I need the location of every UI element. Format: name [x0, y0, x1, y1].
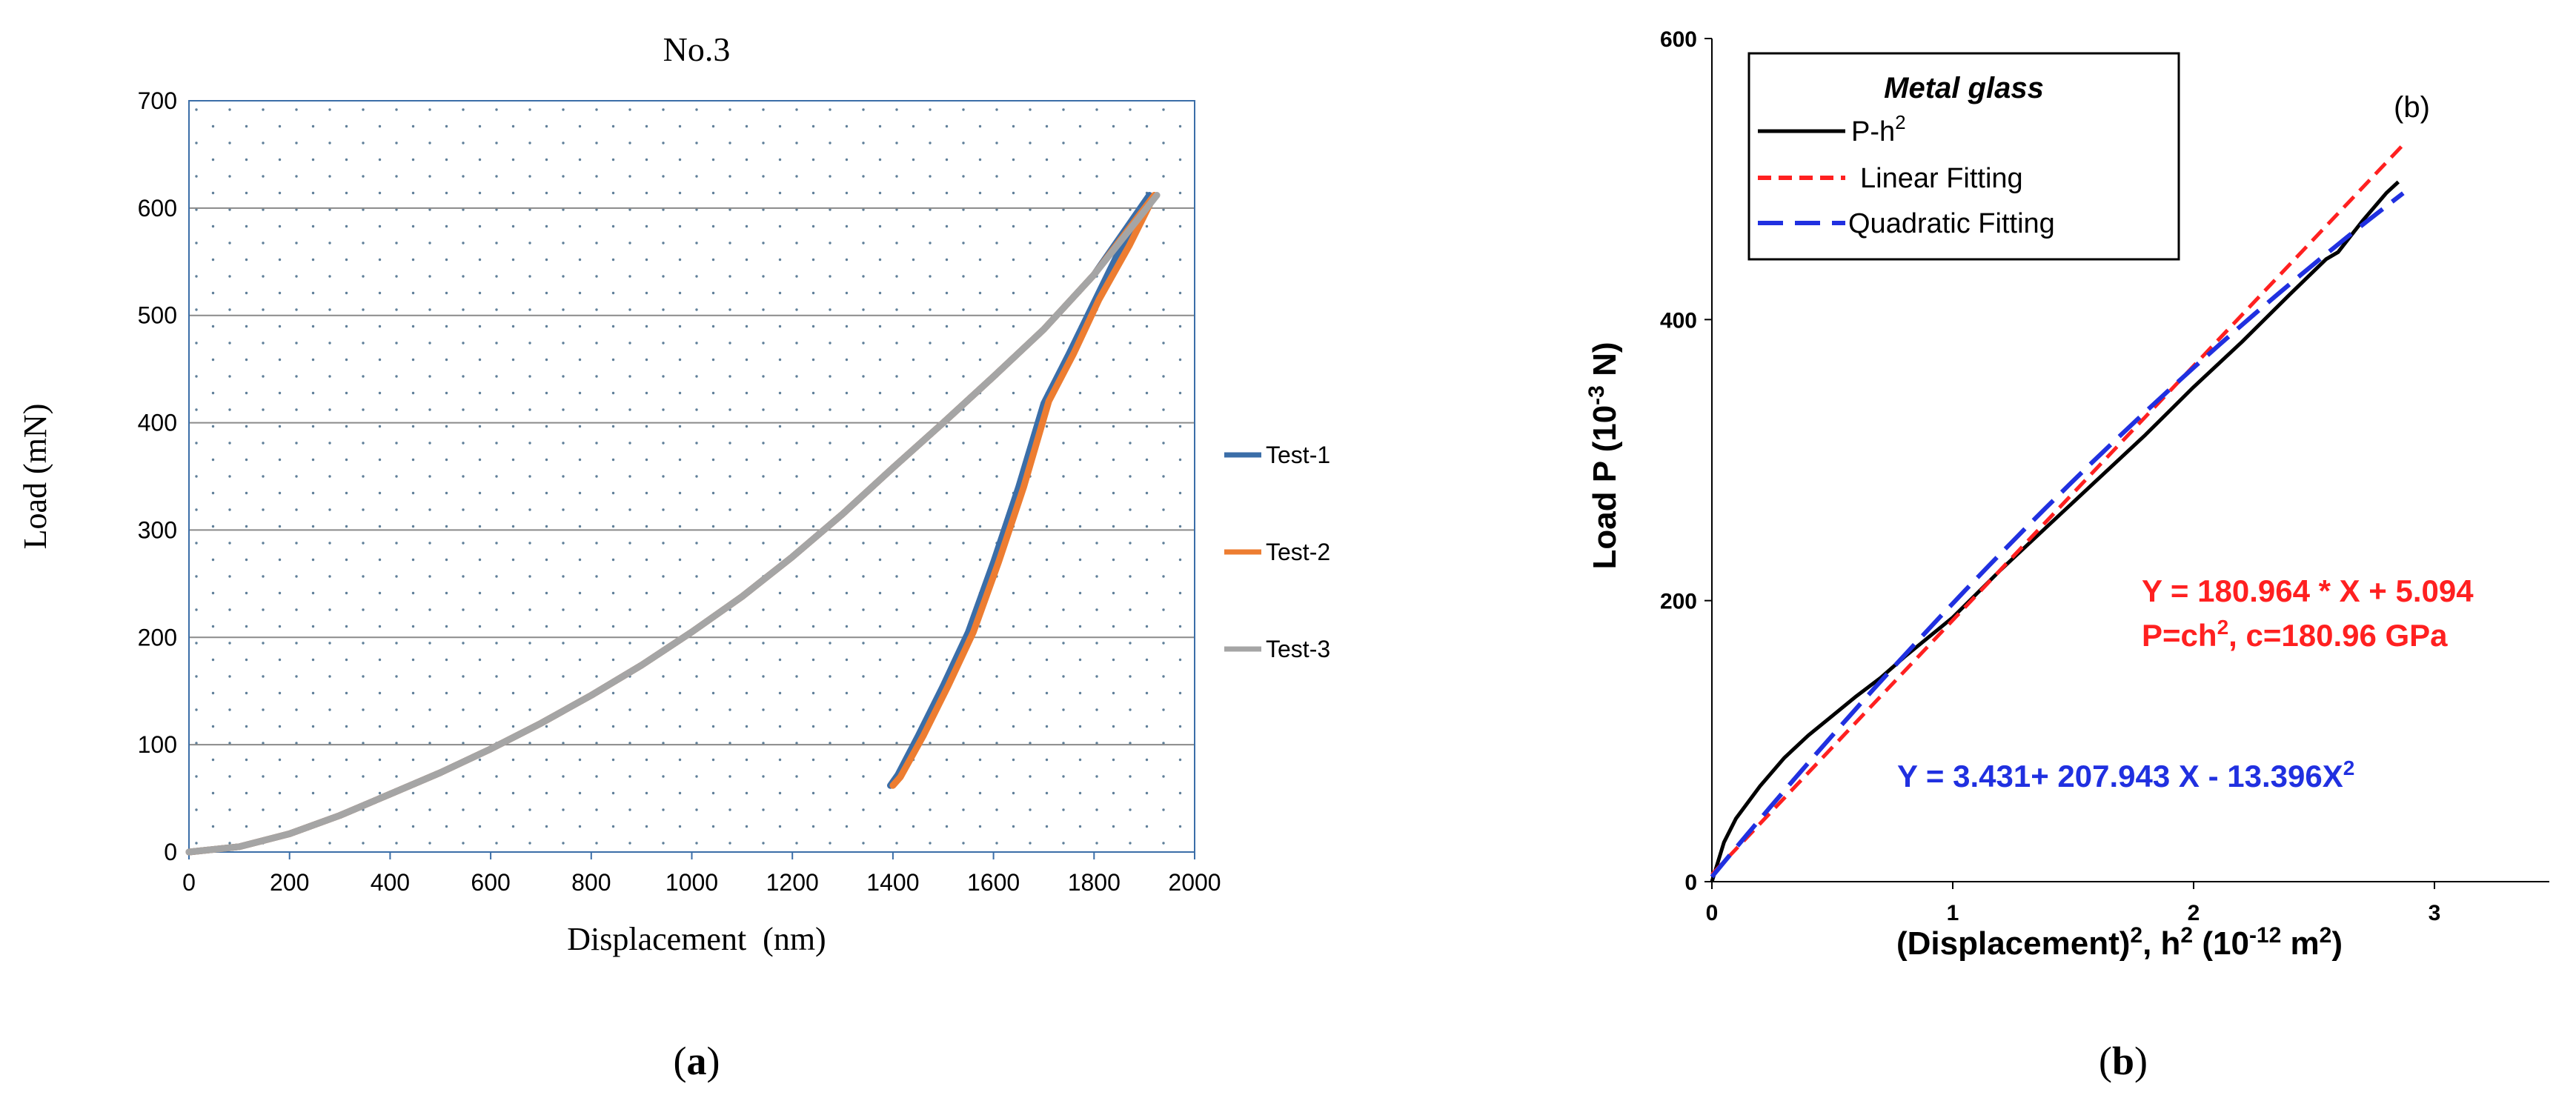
- panel-a-dot-pattern: [195, 108, 1182, 845]
- panel-b-y-tick-label: 400: [1660, 308, 1697, 333]
- panel-a-y-ticks: 0 100 200 300 400 500 600 700: [138, 87, 177, 865]
- panel-a-x-tick-label: 1600: [967, 869, 1020, 896]
- panel-a-legend-label: Test-3: [1266, 636, 1330, 662]
- legend-label-quadratic-fitting: Quadratic Fitting: [1848, 208, 2055, 239]
- legend-label-p-h2: P-h2: [1851, 111, 1906, 147]
- panel-a-x-tick-label: 600: [471, 869, 510, 896]
- quadratic-equation-annotation: Y = 3.431+ 207.943 X - 13.396X2: [1897, 756, 2354, 793]
- panel-a-plot-area: [189, 101, 1195, 852]
- panel-b-x-tick-label: 0: [1706, 901, 1719, 925]
- panel-b-tag: (b): [2394, 91, 2430, 124]
- panel-a-y-tick-label: 300: [138, 516, 177, 543]
- panel-a-y-tick-label: 100: [138, 731, 177, 758]
- panel-a-x-tick-label: 1000: [665, 869, 718, 896]
- panel-a-x-tick-label: 200: [270, 869, 309, 896]
- panel-b-x-axis-label: (Displacement)2, h2 (10-12 m2): [1896, 923, 2343, 962]
- panel-a-legend-label: Test-1: [1266, 442, 1330, 468]
- panel-a-x-tick-label: 400: [371, 869, 410, 896]
- panel-a-caption: (a): [674, 1039, 720, 1083]
- panel-a-y-axis-label: Load (mN): [17, 404, 53, 550]
- linear-parameter-annotation: P=ch2, c=180.96 GPa: [2142, 616, 2448, 653]
- panel-a-x-tick-label: 800: [571, 869, 611, 896]
- panel-b-x-tick-label: 3: [2429, 901, 2441, 925]
- panel-b-x-ticks: 0 1 2 3: [1706, 882, 2441, 925]
- panel-b: 0 200 400 600 0 1 2 3 Load P (10-3 N) (Displac…: [1584, 27, 2549, 1083]
- panel-b-legend-title: Metal glass: [1884, 72, 2044, 104]
- panel-a-x-tick-label: 1200: [766, 869, 819, 896]
- linear-equation-annotation: Y = 180.964 * X + 5.094: [2142, 573, 2474, 608]
- panel-a-y-tick-label: 200: [138, 624, 177, 651]
- panel-a: No.3 0 100 200 300 400 500 600 700 0 200 400 600 80…: [17, 30, 1330, 1083]
- panel-a-x-tick-label: 1800: [1068, 869, 1121, 896]
- panel-a-x-tick-label: 1400: [866, 869, 919, 896]
- panel-a-y-tick-label: 0: [164, 839, 177, 865]
- panel-a-y-tick-label: 600: [138, 195, 177, 222]
- panel-a-gridlines: [189, 207, 1195, 746]
- panel-b-x-tick-label: 2: [2188, 901, 2200, 925]
- panel-b-x-tick-label: 1: [1947, 901, 1959, 925]
- panel-a-legend-label: Test-2: [1266, 539, 1330, 565]
- panel-a-x-axis-label: Displacement (nm): [567, 921, 826, 957]
- panel-a-y-tick-label: 500: [138, 302, 177, 329]
- panel-a-y-tick-label: 700: [138, 87, 177, 114]
- panel-b-y-tick-label: 600: [1660, 27, 1697, 52]
- legend-label-linear-fitting: Linear Fitting: [1860, 163, 2023, 194]
- panel-a-series: [185, 192, 1161, 856]
- panel-a-series-line-test-3: [185, 192, 1161, 856]
- panel-b-series: [1710, 143, 2405, 882]
- panel-b-series-line-linear-fitting: [1710, 143, 2405, 876]
- panel-b-series-line-quadratic-fitting: [1710, 191, 2405, 879]
- panel-a-x-tick-label: 2000: [1168, 869, 1221, 896]
- panel-a-x-tick-label: 0: [182, 869, 196, 896]
- panel-b-y-axis-label: Load P (10-3 N): [1584, 342, 1623, 569]
- panel-b-legend-box: [1747, 52, 2180, 261]
- panel-a-title: No.3: [663, 30, 731, 68]
- panel-b-y-ticks: 0 200 400 600: [1660, 27, 1712, 895]
- panel-a-x-ticks: 0 200 400 600 800 1000 1200 1400 1600 1800 2000: [182, 852, 1221, 896]
- panel-a-y-tick-label: 400: [138, 410, 177, 436]
- panel-b-caption: (b): [2099, 1039, 2148, 1083]
- panel-a-legend: Test-1 Test-2 Test-3: [1224, 442, 1330, 662]
- panel-b-y-tick-label: 200: [1660, 590, 1697, 614]
- panel-b-y-tick-label: 0: [1684, 871, 1697, 895]
